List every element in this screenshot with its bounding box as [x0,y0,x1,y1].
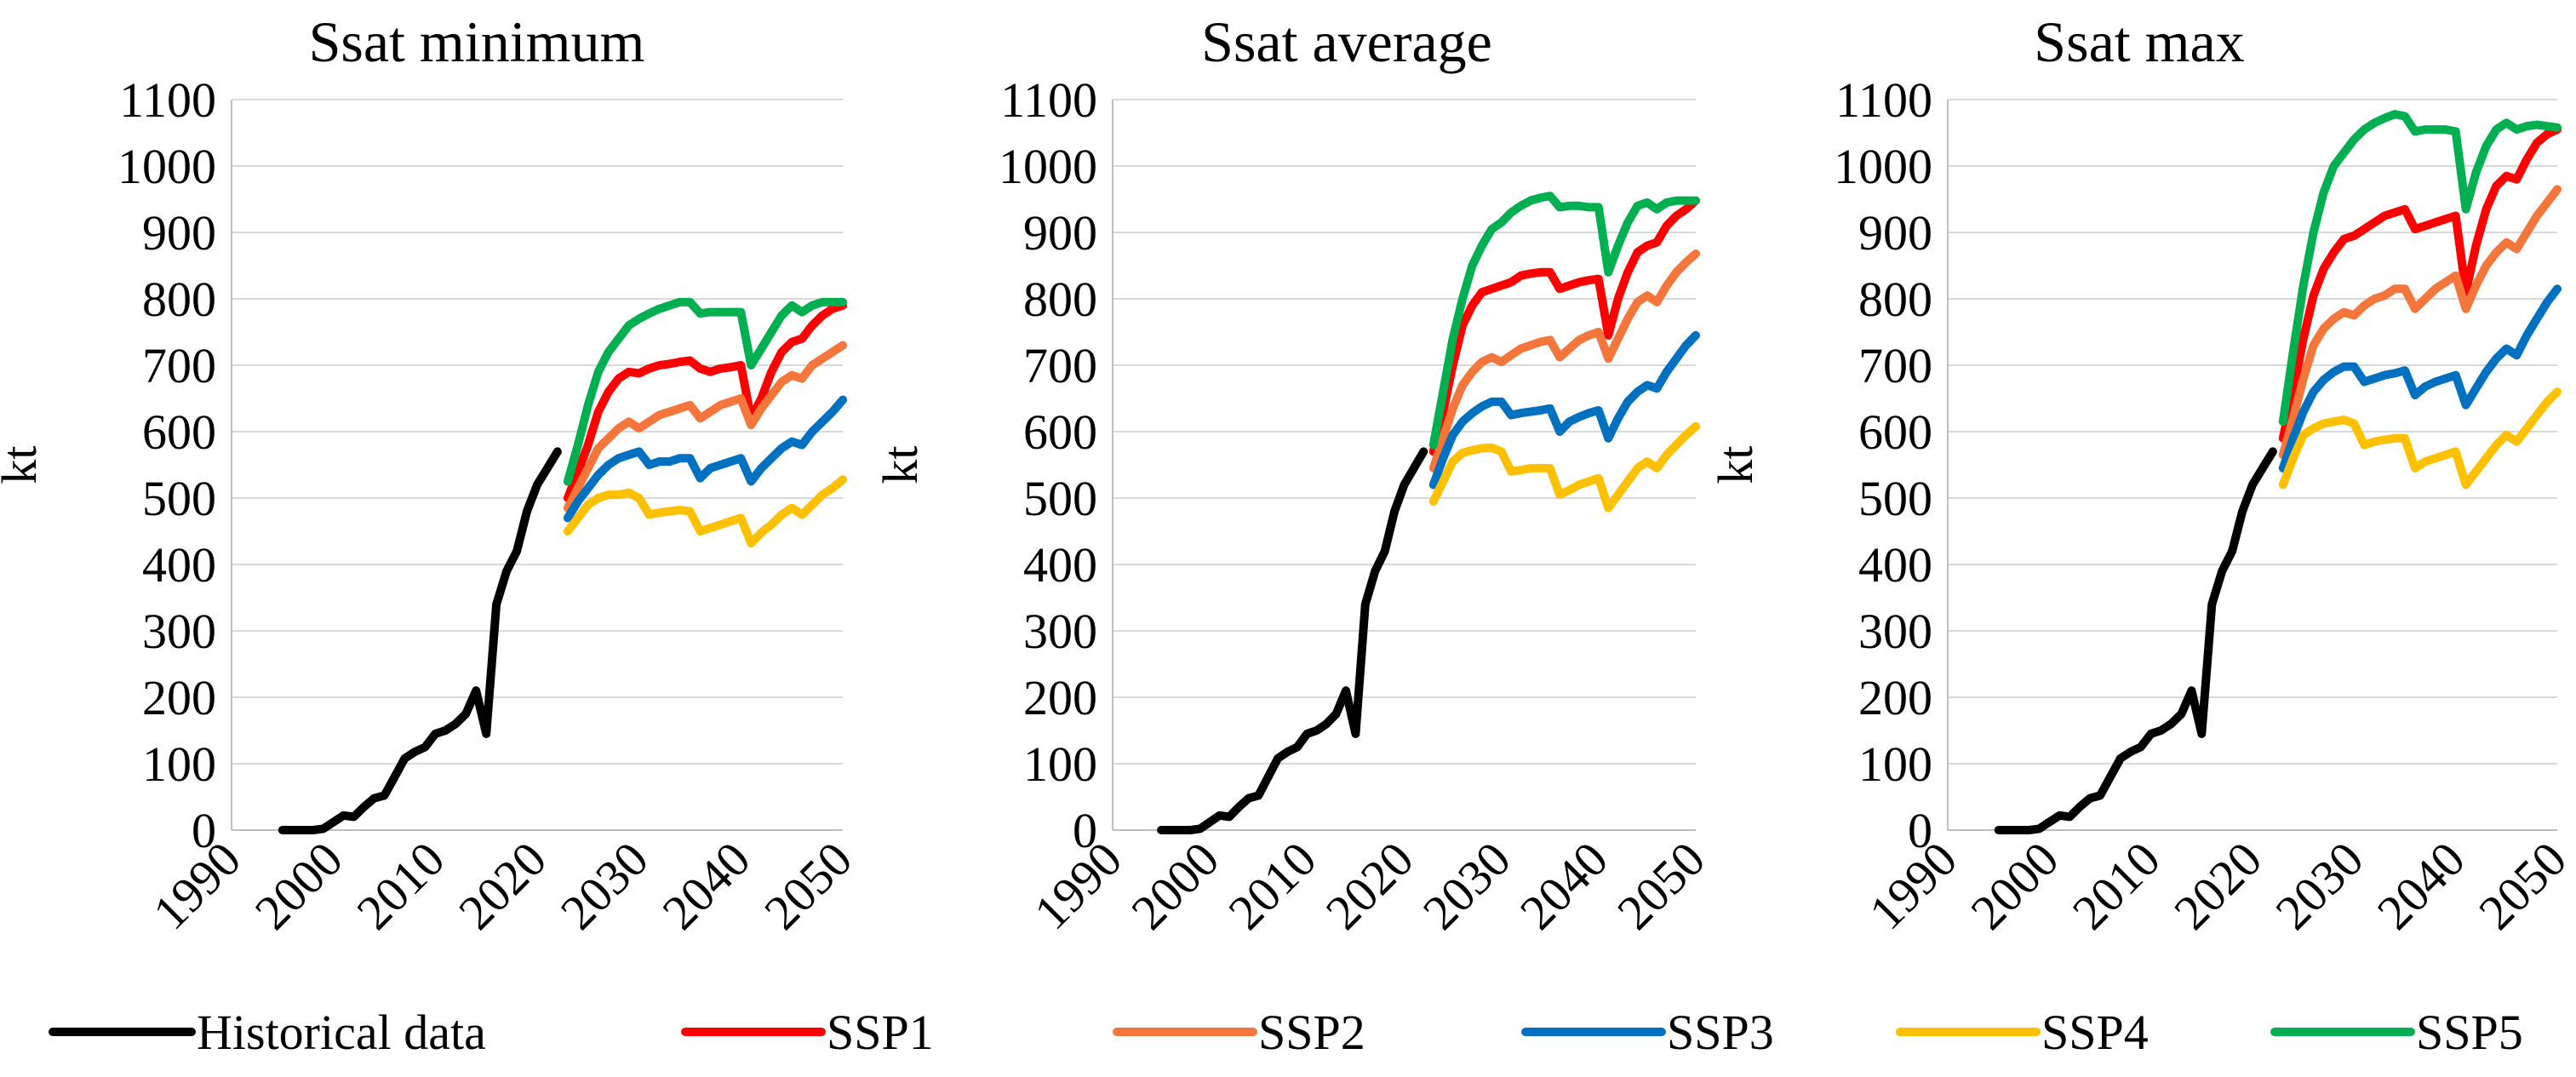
chart-panel-ssat-minimum: 0 100 200 300 400 500 600 700 800 900 1000 1100 1990… [0,9,862,940]
x-tick-label: 2000 [1961,831,2069,940]
x-tick-label: 2030 [2265,831,2374,940]
y-tick-label: 900 [1023,205,1097,261]
x-tick-label: 2000 [1120,831,1229,940]
legend: Historical data SSP1 SSP2 SSP3 SSP4 SSP5 [49,1005,2523,1060]
legend-item-ssp3: SSP3 [1521,1005,1774,1060]
series-line-ssp1 [2278,125,2562,443]
series-line-ssp2 [1428,249,1700,473]
legend-label: SSP4 [2041,1005,2149,1060]
x-tick-label: 2050 [2468,831,2576,940]
y-tick-label: 800 [1023,272,1097,327]
series-line-historical-data [278,447,562,834]
x-tick-label: 2040 [1509,831,1618,940]
y-tick-label: 1100 [1835,72,1932,128]
y-tick-label: 200 [1858,670,1932,725]
y-tick-label: 500 [1023,471,1097,526]
legend-label: SSP3 [1667,1005,1774,1060]
y-tick-label: 700 [142,338,216,393]
y-tick-label: 500 [1858,471,1932,526]
y-tick-label: 900 [142,205,216,261]
y-tick-label: 300 [1858,604,1932,659]
y-tick-label: 1000 [999,139,1097,194]
series-line-ssp3 [2278,284,2562,473]
x-tick-label: 2030 [1412,831,1521,940]
legend-label: SSP2 [1258,1005,1365,1060]
series-line-ssp5 [2278,110,2562,427]
y-tick-label: 800 [142,272,216,327]
chart-title: Ssat max [2034,9,2244,74]
y-tick-label: 300 [1023,604,1097,659]
series-line-ssp4 [1428,421,1700,513]
y-tick-label: 1000 [117,139,216,194]
y-tick-label: 1100 [1000,72,1097,128]
legend-label: SSP1 [827,1005,934,1060]
y-axis-label: kt [0,445,47,484]
y-tick-label: 300 [142,604,216,659]
y-tick-label: 700 [1023,338,1097,393]
x-tick-label: 2040 [2367,831,2476,940]
x-tick-label: 1990 [1858,831,1967,940]
series-line-ssp2 [2278,185,2562,460]
x-tick-label: 2010 [346,831,455,940]
series-line-ssp1 [1428,196,1700,456]
x-tick-label: 2020 [1315,831,1424,940]
y-tick-label: 600 [1023,404,1097,460]
y-axis-label: kt [873,445,928,484]
y-tick-label: 1100 [119,72,216,128]
chart-panels: 0100200300400500600700800900100011001990… [0,9,2576,940]
x-tick-label: 2040 [652,831,761,940]
y-tick-label: 200 [142,670,216,725]
y-tick-label: 100 [1023,736,1097,792]
x-tick-label: 2010 [1218,831,1327,940]
y-tick-label: 500 [142,471,216,526]
y-axis-label: kt [1708,445,1763,484]
legend-item-historical-data: Historical data [49,1005,486,1060]
y-tick-label: 900 [1858,205,1932,261]
series-line-ssp5 [1428,192,1700,450]
x-tick-label: 2030 [550,831,659,940]
y-tick-label: 400 [142,537,216,593]
x-tick-label: 1990 [142,831,251,940]
y-tick-label: 1000 [1834,139,1932,194]
y-tick-label: 0 [192,803,216,858]
x-tick-label: 2050 [1606,831,1715,940]
y-tick-label: 700 [1858,338,1932,393]
y-tick-label: 200 [1023,670,1097,725]
y-tick-label: 400 [1858,537,1932,593]
y-tick-label: 600 [1858,404,1932,460]
y-tick-label: 600 [142,404,216,460]
y-tick-label: 800 [1858,272,1932,327]
chart-panel-ssat-max: 0 100 200 300 400 500 600 700 800 900 1000 1100 1990… [1708,9,2576,940]
x-tick-label: 2020 [448,831,557,940]
series-line-historical-data [1157,447,1428,834]
series-line-ssp5 [563,297,847,486]
x-tick-label: 2050 [753,831,862,940]
legend-item-ssp4: SSP4 [1896,1005,2149,1060]
x-tick-label: 2000 [244,831,353,940]
y-tick-label: 100 [142,736,216,792]
legend-item-ssp5: SSP5 [2270,1005,2523,1060]
legend-label: Historical data [197,1005,486,1060]
x-tick-label: 1990 [1023,831,1132,940]
chart-panel-ssat-average: 0 100 200 300 400 500 600 700 800 900 1000 1100 1990… [873,9,1715,940]
chart-title: Ssat average [1201,9,1492,74]
series-line-ssp4 [563,475,847,547]
series-line-ssp4 [2278,387,2562,490]
series-line-historical-data [1994,447,2277,834]
legend-item-ssp1: SSP1 [681,1005,934,1060]
x-tick-label: 2010 [2062,831,2171,940]
series-line-ssp1 [563,301,847,502]
y-tick-label: 0 [1073,803,1097,858]
y-tick-label: 0 [1908,803,1932,858]
series-line-ssp3 [563,395,847,523]
series-line-ssp3 [1428,330,1700,490]
x-tick-label: 2020 [2163,831,2272,940]
chart-title: Ssat minimum [309,9,645,74]
y-tick-label: 400 [1023,537,1097,593]
series-line-ssp2 [563,341,847,513]
legend-label: SSP5 [2416,1005,2523,1060]
y-tick-label: 100 [1858,736,1932,792]
legend-item-ssp2: SSP2 [1113,1005,1365,1060]
